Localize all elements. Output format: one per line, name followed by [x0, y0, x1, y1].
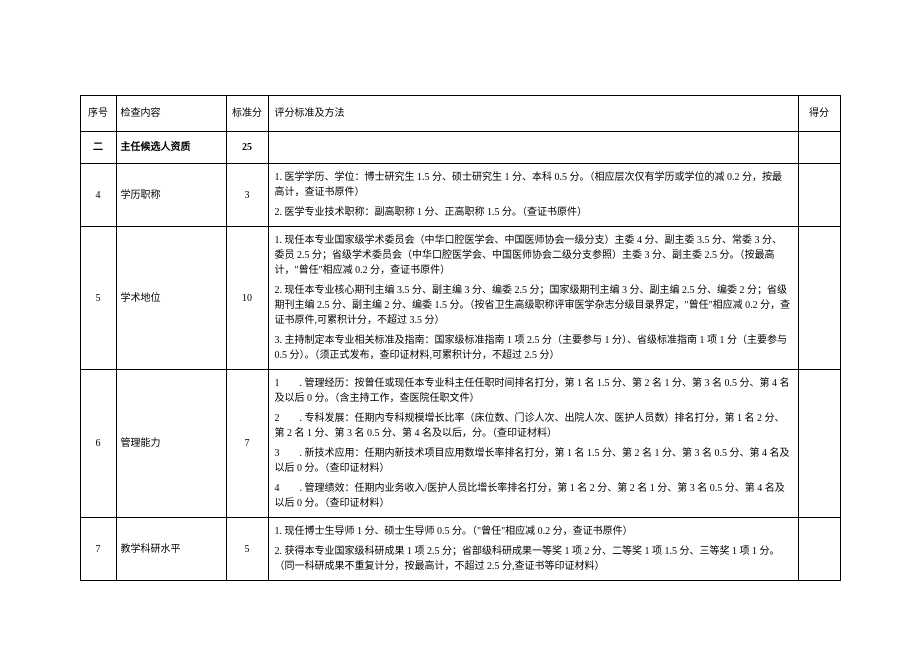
section-result [798, 132, 840, 164]
row-content: 学术地位 [116, 227, 226, 370]
row-criteria: 1 . 管理经历：按曾任或现任本专业科主任任职时间排名打分，第 1 名 1.5 … [268, 370, 798, 518]
row-content: 教学科研水平 [116, 518, 226, 581]
criteria-item: 1 . 管理经历：按曾任或现任本专业科主任任职时间排名打分，第 1 名 1.5 … [275, 376, 792, 406]
row-content: 管理能力 [116, 370, 226, 518]
row-seq: 5 [80, 227, 116, 370]
row-score: 7 [226, 370, 268, 518]
criteria-item: 2 . 专科发展：任期内专科规模增长比率（床位数、门诊人次、出院人次、医护人员数… [275, 411, 792, 441]
row-seq: 7 [80, 518, 116, 581]
criteria-item: 4 . 管理绩效：任期内业务收入/医护人员比增长率排名打分，第 1 名 2 分、… [275, 481, 792, 511]
criteria-item: 3. 主持制定本专业相关标准及指南：国家级标准指南 1 项 2.5 分（主要参与… [275, 333, 792, 363]
criteria-item: 1. 现任本专业国家级学术委员会（中华口腔医学会、中国医师协会一级分支）主委 4… [275, 233, 792, 278]
table-row: 4 学历职称 3 1. 医学学历、学位：博士研究生 1.5 分、硕士研究生 1 … [80, 164, 840, 227]
row-criteria: 1. 医学学历、学位：博士研究生 1.5 分、硕士研究生 1 分、本科 0.5 … [268, 164, 798, 227]
section-seq: 二 [80, 132, 116, 164]
header-seq: 序号 [80, 96, 116, 132]
row-result [798, 370, 840, 518]
header-result: 得分 [798, 96, 840, 132]
table-row: 6 管理能力 7 1 . 管理经历：按曾任或现任本专业科主任任职时间排名打分，第… [80, 370, 840, 518]
row-seq: 6 [80, 370, 116, 518]
section-criteria [268, 132, 798, 164]
row-result [798, 164, 840, 227]
criteria-item: 2. 医学专业技术职称：副高职称 1 分、正高职称 1.5 分。（查证书原件） [275, 205, 792, 220]
section-score: 25 [226, 132, 268, 164]
criteria-item: 3 . 新技术应用：任期内新技术项目应用数增长率排名打分，第 1 名 1.5 分… [275, 446, 792, 476]
header-row: 序号 检查内容 标准分 评分标准及方法 得分 [80, 96, 840, 132]
header-content: 检查内容 [116, 96, 226, 132]
header-criteria: 评分标准及方法 [268, 96, 798, 132]
criteria-item: 1. 医学学历、学位：博士研究生 1.5 分、硕士研究生 1 分、本科 0.5 … [275, 170, 792, 200]
row-result [798, 518, 840, 581]
table-row: 5 学术地位 10 1. 现任本专业国家级学术委员会（中华口腔医学会、中国医师协… [80, 227, 840, 370]
row-seq: 4 [80, 164, 116, 227]
row-score: 3 [226, 164, 268, 227]
row-result [798, 227, 840, 370]
criteria-item: 2. 获得本专业国家级科研成果 1 项 2.5 分；省部级科研成果一等奖 1 项… [275, 544, 792, 574]
row-criteria: 1. 现任博士生导师 1 分、硕士生导师 0.5 分。（"曾任"相应减 0.2 … [268, 518, 798, 581]
row-content: 学历职称 [116, 164, 226, 227]
row-criteria: 1. 现任本专业国家级学术委员会（中华口腔医学会、中国医师协会一级分支）主委 4… [268, 227, 798, 370]
criteria-item: 2. 现任本专业核心期刊主编 3.5 分、副主编 3 分、编委 2.5 分；国家… [275, 283, 792, 328]
scoring-table: 序号 检查内容 标准分 评分标准及方法 得分 二 主任候选人资质 25 4 学历… [80, 95, 841, 581]
row-score: 5 [226, 518, 268, 581]
header-score: 标准分 [226, 96, 268, 132]
section-content: 主任候选人资质 [116, 132, 226, 164]
criteria-item: 1. 现任博士生导师 1 分、硕士生导师 0.5 分。（"曾任"相应减 0.2 … [275, 524, 792, 539]
section-row: 二 主任候选人资质 25 [80, 132, 840, 164]
row-score: 10 [226, 227, 268, 370]
table-row: 7 教学科研水平 5 1. 现任博士生导师 1 分、硕士生导师 0.5 分。（"… [80, 518, 840, 581]
